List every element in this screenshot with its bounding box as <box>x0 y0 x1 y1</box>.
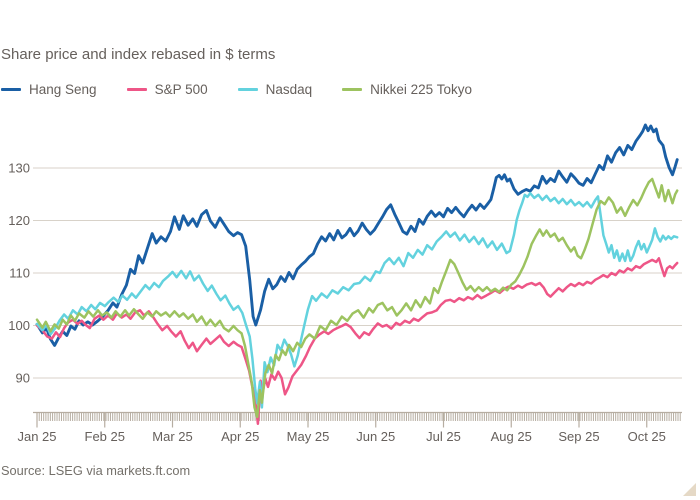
source-note: Source: LSEG via markets.ft.com <box>1 463 191 478</box>
chart-legend: Hang Seng S&P 500 Nasdaq Nikkei 225 Toky… <box>1 82 472 97</box>
legend-label-hang-seng: Hang Seng <box>29 82 97 97</box>
series-line-nasdaq <box>35 191 679 409</box>
series-line-nikkei-225-tokyo <box>35 177 679 419</box>
legend-item-nasdaq: Nasdaq <box>237 82 313 97</box>
y-axis-tick-label-130: 130 <box>8 161 30 176</box>
nasdaq-line-swatch-icon <box>237 87 258 92</box>
x-axis-month-label: Jun 25 <box>356 429 395 444</box>
x-axis-month-label: Apr 25 <box>221 429 259 444</box>
sp500-line-swatch-icon <box>126 87 147 92</box>
y-axis-tick-label-90: 90 <box>16 371 30 386</box>
x-axis-month-label: Sep 25 <box>558 429 599 444</box>
x-axis-month-label: May 25 <box>287 429 330 444</box>
x-axis-month-label: Oct 25 <box>628 429 666 444</box>
x-axis-month-label: Jan 25 <box>17 429 56 444</box>
y-axis-tick-label-120: 120 <box>8 213 30 228</box>
hang-seng-line-swatch-icon <box>1 87 21 92</box>
nikkei-line-swatch-icon <box>342 87 363 92</box>
legend-label-sp500: S&P 500 <box>154 82 208 97</box>
x-axis-month-label: Mar 25 <box>152 429 192 444</box>
legend-item-sp500: S&P 500 <box>126 82 208 97</box>
legend-item-nikkei: Nikkei 225 Tokyo <box>342 82 472 97</box>
y-axis-tick-label-110: 110 <box>9 266 30 281</box>
legend-item-hang-seng: Hang Seng <box>1 82 97 97</box>
x-axis-month-label: Jul 25 <box>426 429 461 444</box>
y-axis-tick-label-100: 100 <box>8 318 30 333</box>
resize-corner-triangle-icon <box>683 483 696 496</box>
series-line-hang-seng <box>35 123 679 347</box>
legend-label-nikkei: Nikkei 225 Tokyo <box>370 82 472 97</box>
x-axis-month-label: Aug 25 <box>491 429 532 444</box>
chart-subtitle: Share price and index rebased in $ terms <box>1 46 276 63</box>
legend-label-nasdaq: Nasdaq <box>265 82 313 97</box>
x-axis-month-label: Feb 25 <box>85 429 125 444</box>
